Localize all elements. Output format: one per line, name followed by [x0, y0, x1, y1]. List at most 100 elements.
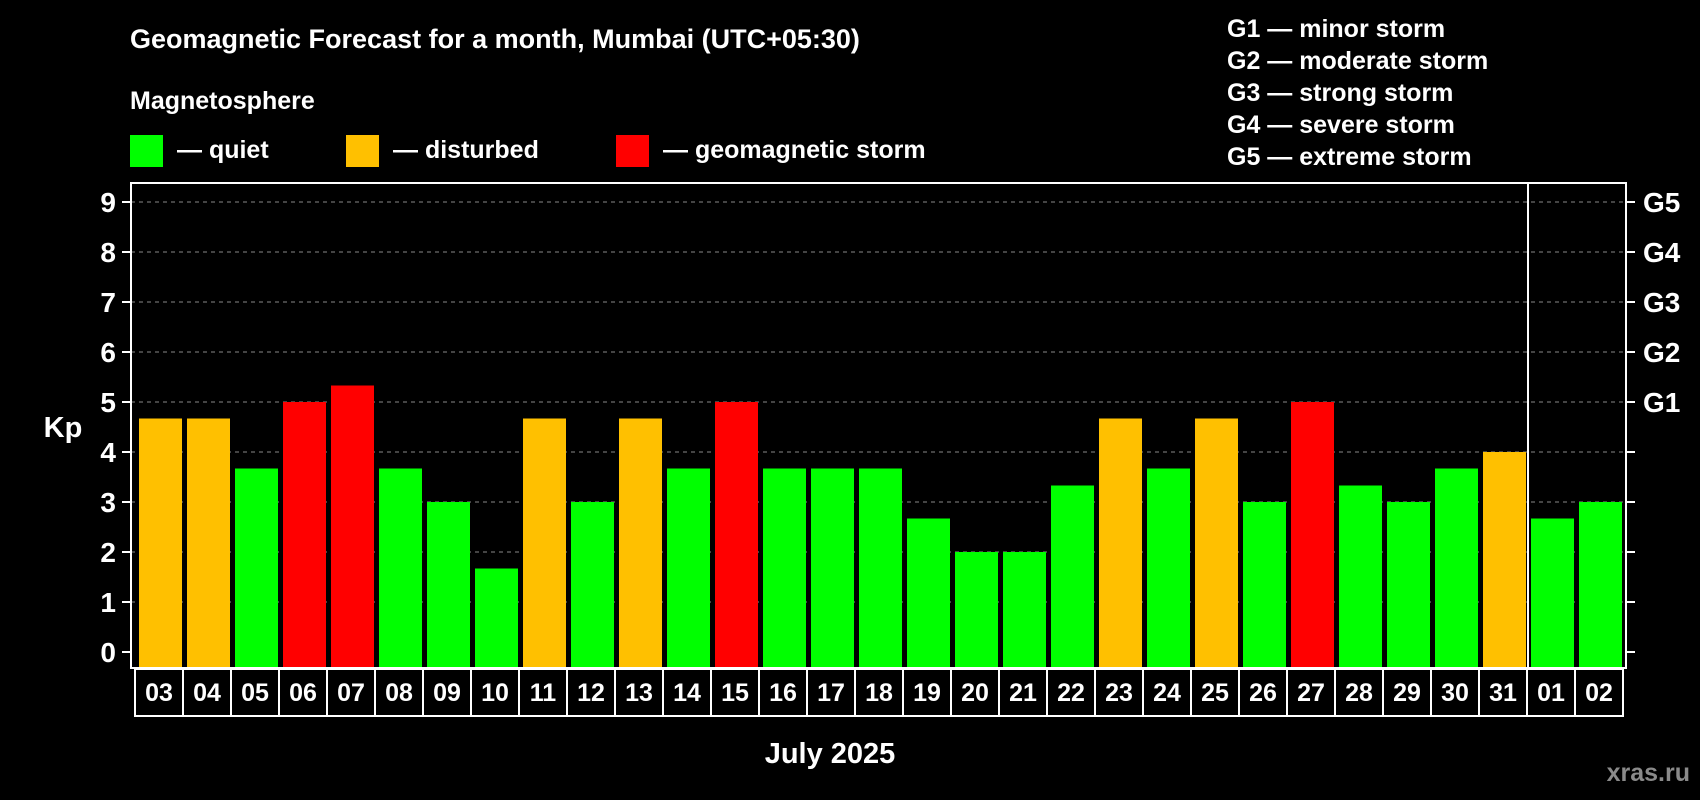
- y-tick-label: 0: [100, 637, 116, 668]
- x-tick-label: 24: [1153, 679, 1181, 707]
- bar-25: [1195, 418, 1238, 667]
- x-tick-label: 09: [433, 679, 461, 707]
- watermark: xras.ru: [1607, 759, 1690, 787]
- bar-10: [475, 568, 518, 667]
- bar-28: [1339, 485, 1382, 667]
- x-tick-label: 01: [1537, 679, 1565, 707]
- bar-02: [1579, 502, 1622, 667]
- bar-15: [715, 402, 758, 667]
- bar-07: [331, 385, 374, 667]
- bar-18: [859, 468, 902, 667]
- legend-swatch: [616, 135, 649, 167]
- x-axis-label: July 2025: [765, 738, 896, 770]
- storm-level-label: G4: [1643, 237, 1681, 268]
- y-tick-label: 4: [100, 437, 116, 468]
- x-tick-label: 13: [625, 679, 653, 707]
- x-tick-label: 03: [145, 679, 173, 707]
- x-tick-label: 11: [530, 679, 557, 707]
- storm-level-label: G2: [1643, 337, 1680, 368]
- legend-label: — quiet: [177, 136, 269, 164]
- x-tick-label: 25: [1201, 679, 1229, 707]
- bar-04: [187, 418, 230, 667]
- bars: [139, 385, 1622, 667]
- storm-level-label: G3: [1643, 287, 1680, 318]
- bar-05: [235, 468, 278, 667]
- x-tick-label: 15: [721, 679, 749, 707]
- x-tick-label: 06: [289, 679, 317, 707]
- x-tick-label: 10: [481, 679, 509, 707]
- x-tick-label: 18: [865, 679, 893, 707]
- storm-scale-item: G5 — extreme storm: [1227, 143, 1472, 171]
- x-tick-label: 05: [241, 679, 269, 707]
- bar-27: [1291, 402, 1334, 667]
- bar-20: [955, 552, 998, 667]
- y-tick-label: 3: [100, 487, 116, 518]
- bar-24: [1147, 468, 1190, 667]
- x-tick-label: 17: [817, 679, 845, 707]
- x-tick-label: 07: [337, 679, 365, 707]
- right-axis-ticks: G1 G2 G3 G4 G5: [1626, 187, 1681, 653]
- x-tick-label: 31: [1489, 679, 1517, 707]
- x-label-box: [1574, 668, 1624, 717]
- y-tick-label: 1: [100, 587, 116, 618]
- legend-label: — geomagnetic storm: [663, 136, 926, 164]
- x-tick-label: 02: [1585, 679, 1613, 707]
- y-axis-ticks: 0 1 2 3 4 5 6 7 8 9: [100, 187, 131, 668]
- x-tick-label: 23: [1105, 679, 1133, 707]
- bar-11: [523, 418, 566, 667]
- storm-level-label: G1: [1643, 387, 1680, 418]
- bar-09: [427, 502, 470, 667]
- legend-swatch: [346, 135, 379, 167]
- x-tick-label: 04: [193, 679, 221, 707]
- x-tick-label: 20: [961, 679, 989, 707]
- storm-scale-item: G2 — moderate storm: [1227, 47, 1488, 75]
- y-tick-label: 8: [100, 237, 116, 268]
- storm-scale-legend: G1 — minor storm G2 — moderate storm G3 — …: [1227, 15, 1488, 171]
- bar-06: [283, 402, 326, 667]
- x-tick-label: 28: [1345, 679, 1373, 707]
- x-tick-label: 08: [385, 679, 413, 707]
- x-tick-label: 26: [1249, 679, 1277, 707]
- bar-08: [379, 468, 422, 667]
- y-tick-label: 2: [100, 537, 116, 568]
- bar-21: [1003, 552, 1046, 667]
- storm-level-label: G5: [1643, 187, 1680, 218]
- bar-19: [907, 518, 950, 667]
- y-tick-label: 5: [100, 387, 116, 418]
- bar-03: [139, 418, 182, 667]
- x-tick-label: 14: [673, 679, 701, 707]
- legend-title: Magnetosphere: [130, 87, 315, 115]
- storm-scale-item: G3 — strong storm: [1227, 79, 1453, 107]
- legend: — quiet — disturbed — geomagnetic storm: [130, 135, 926, 167]
- x-tick-label: 21: [1009, 679, 1037, 707]
- legend-label: — disturbed: [393, 136, 539, 164]
- legend-swatch: [130, 135, 163, 167]
- x-axis-labels: 03 04 05 06 07 08 09 10 11 12 13 14 15 16 17 18 19 20 21 22…: [134, 668, 1624, 717]
- x-tick-label: 30: [1441, 679, 1469, 707]
- bar-16: [763, 468, 806, 667]
- y-axis-label: Kp: [44, 412, 83, 444]
- bar-22: [1051, 485, 1094, 667]
- x-tick-label: 22: [1057, 679, 1085, 707]
- chart-title: Geomagnetic Forecast for a month, Mumbai…: [130, 24, 860, 54]
- bar-30: [1435, 468, 1478, 667]
- bar-23: [1099, 418, 1142, 667]
- x-tick-label: 16: [769, 679, 797, 707]
- storm-scale-item: G4 — severe storm: [1227, 111, 1455, 139]
- x-tick-label: 19: [913, 679, 941, 707]
- bar-26: [1243, 502, 1286, 667]
- bar-14: [667, 468, 710, 667]
- x-tick-label: 27: [1297, 679, 1325, 707]
- bar-01: [1531, 518, 1574, 667]
- bar-13: [619, 418, 662, 667]
- x-tick-label: 29: [1393, 679, 1421, 707]
- storm-scale-item: G1 — minor storm: [1227, 15, 1445, 43]
- bar-17: [811, 468, 854, 667]
- y-tick-label: 6: [100, 337, 116, 368]
- y-tick-label: 9: [100, 187, 116, 218]
- bar-29: [1387, 502, 1430, 667]
- x-tick-label: 12: [577, 679, 605, 707]
- bar-12: [571, 502, 614, 667]
- bar-31: [1483, 452, 1526, 667]
